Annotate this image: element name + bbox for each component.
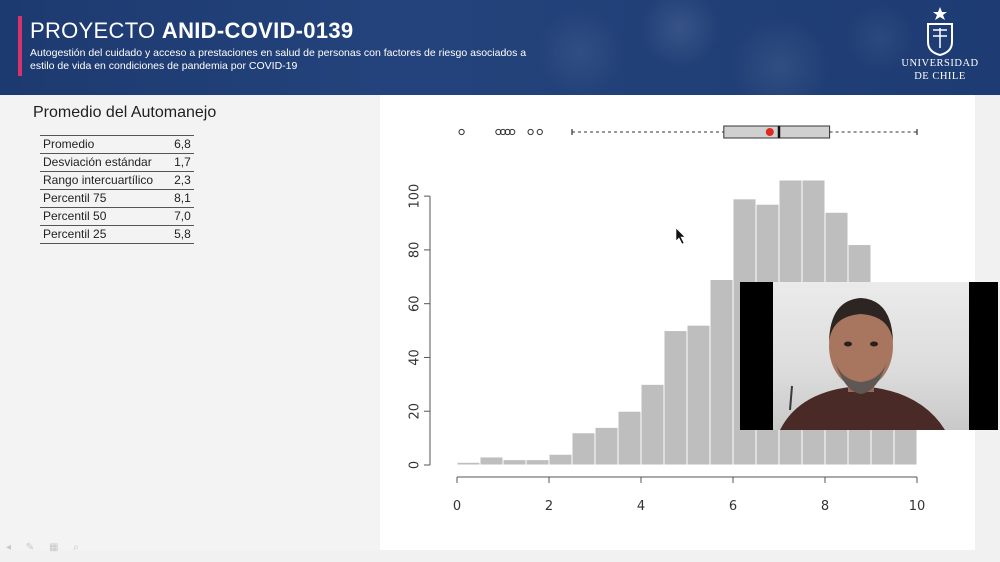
histogram-bar <box>502 459 527 466</box>
university-crest-icon <box>927 7 953 56</box>
stats-value: 2,3 <box>174 173 191 187</box>
project-subtitle: Autogestión del cuidado y acceso a prest… <box>30 47 527 72</box>
histogram-bar <box>479 456 504 466</box>
boxplot-outlier <box>509 128 516 136</box>
banner-texture <box>0 0 1000 95</box>
boxplot-outlier <box>504 128 511 136</box>
boxplot-outlier <box>499 128 507 136</box>
accent-bar <box>18 16 22 76</box>
mouse-cursor-icon <box>675 227 686 245</box>
stats-value: 6,8 <box>174 137 191 151</box>
stats-label: Promedio <box>43 137 95 151</box>
stats-value: 7,0 <box>174 209 191 223</box>
stats-table: Promedio 6,8 Desviación estándar 1,7 Rango i… <box>40 135 194 244</box>
university-name-line2: DE CHILE <box>914 71 966 82</box>
histogram-bar <box>640 383 665 466</box>
section-title: Promedio del Automanejo <box>33 104 217 121</box>
stats-row: Promedio 6,8 <box>40 135 194 154</box>
histogram-bar <box>663 330 688 466</box>
video-thumbnail[interactable] <box>740 282 998 430</box>
x-tick-label: 8 <box>821 499 829 514</box>
stats-value: 8,1 <box>174 191 191 205</box>
project-title: PROYECTO ANID-COVID-0139 <box>30 18 353 44</box>
x-tick-label: 6 <box>729 499 737 514</box>
x-tick-label: 4 <box>637 499 645 514</box>
histogram-bar <box>571 432 596 466</box>
slide-left-panel <box>0 95 380 550</box>
stats-label: Rango intercuartílico <box>43 173 154 187</box>
boxplot-box <box>723 125 831 139</box>
presenter-icon <box>780 298 945 430</box>
stats-label: Desviación estándar <box>43 155 152 169</box>
y-tick-label: 0 <box>408 461 423 469</box>
stats-value: 5,8 <box>174 227 191 241</box>
slide-toolbar-icons[interactable]: ◂ ✎ ▦ ⌕ <box>6 542 85 553</box>
x-tick-label: 2 <box>545 499 553 514</box>
histogram-bar <box>709 278 734 466</box>
stats-label: Percentil 25 <box>43 227 107 241</box>
stats-label: Percentil 50 <box>43 209 107 223</box>
boxplot-outlier <box>458 128 465 136</box>
histogram-bar <box>686 324 711 466</box>
histogram-bar <box>548 453 573 466</box>
project-title-prefix: PROYECTO <box>30 18 156 43</box>
histogram-bar <box>525 459 550 466</box>
boxplot-mean-point <box>765 128 774 136</box>
boxplot-outlier <box>495 128 502 136</box>
stats-row: Rango intercuartílico 2,3 <box>40 172 194 190</box>
project-banner: PROYECTO ANID-COVID-0139 Autogestión del… <box>0 0 1000 95</box>
y-tick-label: 60 <box>408 295 423 312</box>
boxplot-outlier <box>536 128 543 136</box>
y-tick-label: 100 <box>408 184 423 209</box>
university-name-line1: UNIVERSIDAD <box>901 58 979 69</box>
stats-row: Percentil 75 8,1 <box>40 190 194 208</box>
stats-row: Percentil 25 5,8 <box>40 226 194 244</box>
stats-row: Desviación estándar 1,7 <box>40 154 194 172</box>
y-tick-label: 40 <box>408 349 423 366</box>
x-tick-label: 0 <box>453 499 461 514</box>
university-logo: UNIVERSIDAD DE CHILE <box>895 6 985 86</box>
stats-label: Percentil 75 <box>43 191 107 205</box>
project-title-code: ANID-COVID-0139 <box>161 18 354 43</box>
y-tick-label: 20 <box>408 403 423 420</box>
y-tick-label: 80 <box>408 242 423 259</box>
x-tick-label: 10 <box>909 499 926 514</box>
histogram-bar <box>594 426 619 466</box>
stats-row: Percentil 50 7,0 <box>40 208 194 226</box>
stats-value: 1,7 <box>174 155 191 169</box>
histogram-bar <box>456 461 481 466</box>
boxplot-outlier <box>527 128 534 136</box>
histogram-bar <box>617 410 642 466</box>
